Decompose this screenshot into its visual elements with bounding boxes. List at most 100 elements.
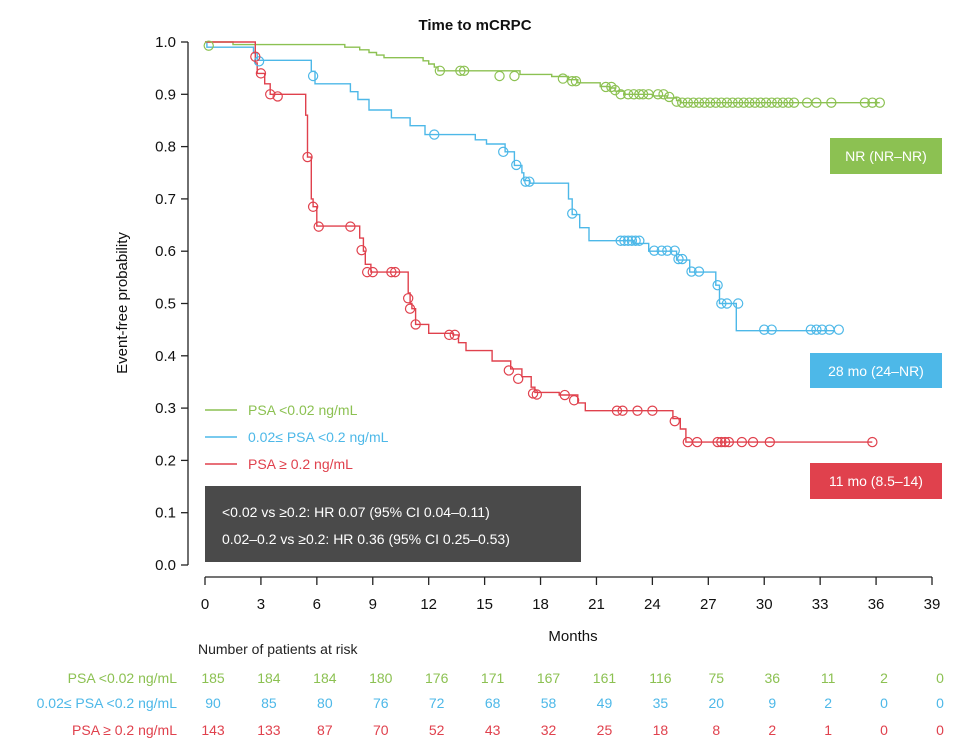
- censor-mark-series-2: [647, 405, 658, 416]
- censor-mark-series-0: [721, 97, 733, 108]
- y-tick-label: 0.2: [155, 452, 176, 469]
- censor-mark-series-0: [732, 97, 744, 108]
- censor-mark-series-2: [443, 329, 455, 341]
- risk-row-label: PSA ≥ 0.2 ng/mL: [72, 722, 177, 738]
- censor-mark-series-0: [867, 97, 878, 108]
- chart-title: Time to mCRPC: [418, 17, 531, 34]
- censor-mark-series-2: [402, 293, 414, 304]
- censor-mark-series-1: [511, 159, 522, 171]
- censor-mark-series-2: [691, 436, 703, 448]
- legend-label-series-1: 0.02≤ PSA <0.2 ng/mL: [248, 429, 389, 445]
- legend-label-series-2: PSA ≥ 0.2 ng/mL: [248, 456, 353, 472]
- risk-value: 171: [481, 670, 505, 686]
- y-tick-label: 0.6: [155, 243, 176, 260]
- median-badge-series-0: NR (NR–NR): [830, 138, 942, 174]
- censor-mark-series-2: [736, 436, 748, 448]
- censor-mark-series-2: [265, 89, 276, 100]
- censor-mark-series-2: [764, 436, 776, 448]
- risk-value: 184: [313, 670, 337, 686]
- risk-value: 25: [597, 722, 613, 738]
- censor-mark-series-0: [615, 89, 626, 100]
- x-tick-label: 39: [924, 596, 941, 613]
- censor-mark-series-2: [386, 266, 397, 278]
- censor-mark-series-0: [682, 97, 694, 108]
- censor-mark-series-2: [747, 436, 759, 448]
- risk-value: 85: [261, 695, 277, 711]
- censor-mark-series-0: [738, 97, 749, 108]
- risk-value: 76: [373, 695, 389, 711]
- risk-value: 0: [936, 670, 944, 686]
- censor-mark-series-0: [716, 97, 727, 108]
- x-tick-label: 33: [812, 596, 829, 613]
- y-tick-label: 0.0: [155, 557, 176, 574]
- censor-mark-series-0: [699, 97, 710, 108]
- censor-mark-series-1: [766, 324, 777, 335]
- risk-value: 1: [824, 722, 832, 738]
- censor-mark-series-1: [630, 235, 641, 246]
- risk-value: 0: [936, 722, 944, 738]
- km-curve-series-0: [205, 41, 880, 104]
- risk-value: 116: [649, 670, 672, 686]
- risk-table-title: Number of patients at risk: [198, 641, 359, 657]
- censor-mark-series-1: [520, 176, 531, 187]
- hr-box: <0.02 vs ≥0.2: HR 0.07 (95% CI 0.04–0.11…: [205, 486, 581, 562]
- risk-value: 36: [764, 670, 780, 686]
- censor-mark-series-1: [634, 235, 645, 246]
- censor-mark-series-1: [429, 129, 440, 140]
- x-tick-label: 30: [756, 596, 773, 613]
- y-tick-label: 0.5: [155, 296, 176, 313]
- censor-mark-series-0: [458, 65, 470, 76]
- censor-mark-series-0: [652, 89, 664, 100]
- censor-mark-series-1: [833, 324, 844, 335]
- censor-mark-series-1: [716, 298, 727, 309]
- censor-mark-series-0: [783, 97, 794, 108]
- survival-curves: [205, 41, 880, 443]
- censor-mark-series-0: [494, 70, 505, 82]
- y-axis-label: Event-free probability: [114, 232, 131, 374]
- hr-line-2: 0.02–0.2 vs ≥0.2: HR 0.36 (95% CI 0.25–0…: [222, 531, 510, 547]
- censor-mark-series-2: [410, 319, 421, 330]
- risk-value: 133: [257, 722, 281, 738]
- censor-mark-series-0: [874, 97, 886, 108]
- risk-value: 90: [205, 695, 221, 711]
- risk-row-label: PSA <0.02 ng/mL: [68, 670, 178, 686]
- censor-mark-series-2: [617, 405, 628, 416]
- censor-mark-series-0: [677, 97, 688, 108]
- censor-mark-series-1: [498, 146, 509, 158]
- censor-mark-series-1: [524, 176, 535, 187]
- y-tick-label: 0.7: [155, 191, 176, 208]
- censor-mark-series-0: [622, 89, 634, 100]
- censor-mark-series-0: [658, 89, 669, 100]
- risk-value: 167: [537, 670, 561, 686]
- x-tick-label: 0: [201, 596, 209, 613]
- hr-box-background: [205, 486, 581, 562]
- risk-value: 18: [653, 722, 669, 738]
- risk-value: 43: [485, 722, 501, 738]
- censor-mark-series-0: [749, 97, 761, 108]
- x-tick-label: 36: [868, 596, 885, 613]
- censor-mark-series-0: [567, 76, 578, 87]
- x-tick-label: 3: [257, 596, 265, 613]
- y-tick-label: 1.0: [155, 34, 176, 51]
- x-tick-label: 6: [313, 596, 321, 613]
- censor-mark-series-0: [826, 97, 837, 108]
- median-label-series-1: 28 mo (24–NR): [828, 363, 924, 379]
- risk-value: 184: [257, 670, 281, 686]
- legend-label-series-0: PSA <0.02 ng/mL: [248, 402, 358, 418]
- y-tick-label: 0.9: [155, 86, 176, 103]
- risk-value: 75: [709, 670, 725, 686]
- x-tick-label: 18: [532, 596, 549, 613]
- censor-mark-series-0: [704, 97, 716, 108]
- risk-value: 180: [369, 670, 393, 686]
- censor-mark-series-0: [570, 76, 582, 87]
- censor-mark-series-2: [669, 415, 680, 427]
- censor-mark-series-0: [671, 96, 682, 107]
- censor-mark-series-2: [367, 266, 378, 278]
- censor-mark-series-1: [567, 208, 578, 219]
- x-tick-label: 15: [476, 596, 493, 613]
- censor-mark-series-0: [788, 97, 800, 108]
- censor-mark-series-2: [568, 395, 580, 406]
- risk-value: 143: [201, 722, 225, 738]
- censor-mark-series-0: [637, 89, 649, 100]
- x-tick-label: 27: [700, 596, 717, 613]
